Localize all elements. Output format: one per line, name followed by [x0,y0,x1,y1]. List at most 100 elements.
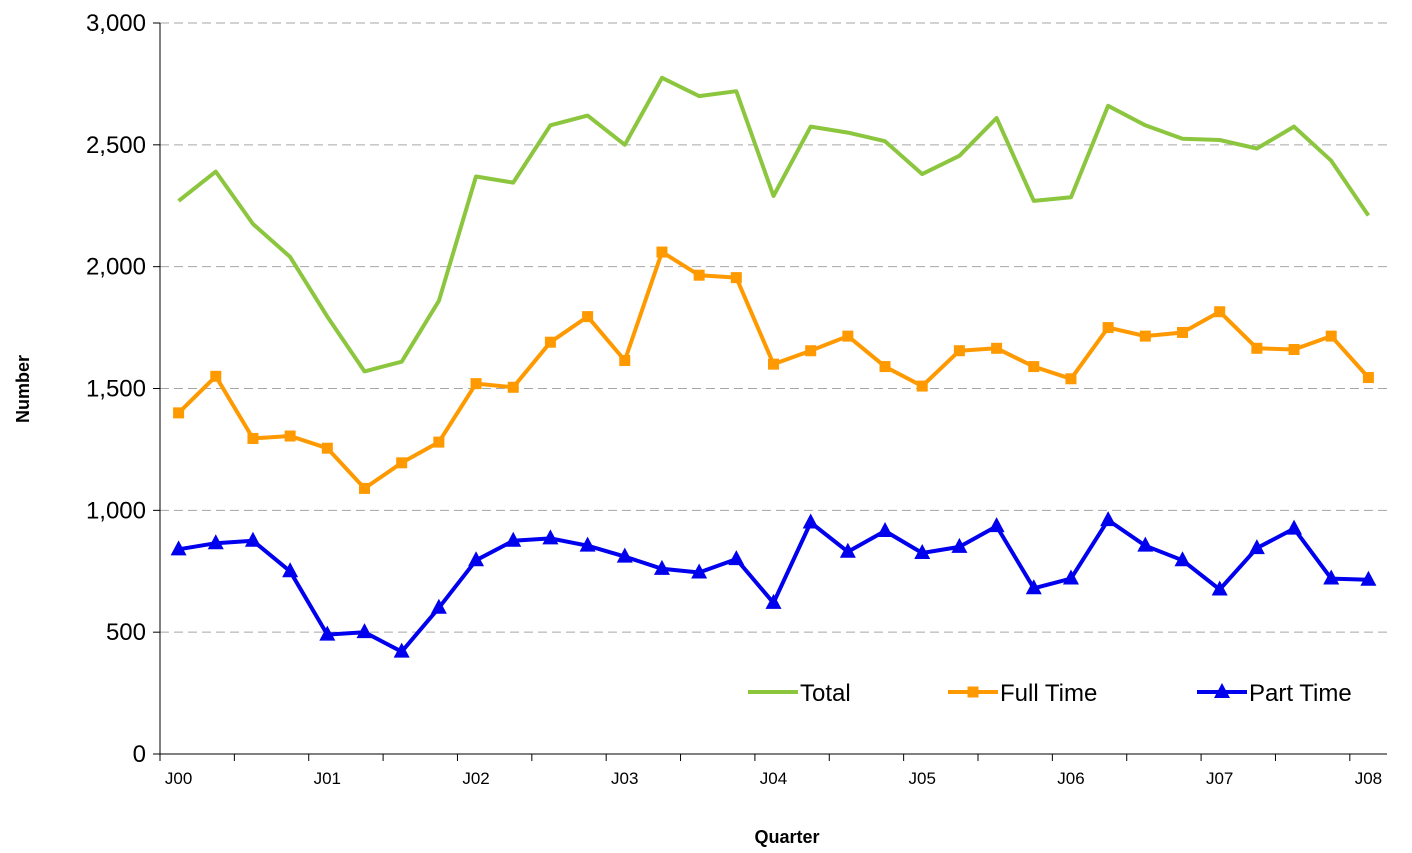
full-time-point [879,361,891,373]
full-time-point [359,482,370,494]
part-time-point [1025,579,1042,595]
full-time-point [470,378,482,390]
x-axis-title: Quarter [754,827,819,847]
series-total [177,75,1371,374]
x-tick-label: J00 [165,769,192,788]
full-time-point [396,457,408,469]
y-tick-label: 3,000 [86,10,146,37]
part-time-point [691,563,708,579]
full-time-point [656,246,668,258]
part-time-point [579,536,596,552]
full-time-point [1065,373,1077,385]
full-time-point [1102,322,1114,334]
part-time-point [1323,569,1340,585]
part-time-point [914,543,931,559]
part-time-point [505,531,522,547]
part-time-point [877,522,894,538]
part-time-point [244,531,261,547]
part-time-point [951,537,968,553]
full-time-point [582,311,594,323]
part-time-point [207,534,224,550]
full-time-point [544,336,556,348]
part-time-point [319,625,336,641]
y-tick-label: 500 [106,619,146,646]
x-axis-tick-labels: J00 J01 J02 J03 J04 J05 J06 J07 J08 [165,769,1382,788]
full-time-line [177,250,1370,491]
legend-label: Total [800,680,851,707]
full-time-point [693,269,705,281]
part-time-point [1360,570,1377,586]
full-time-point [953,345,965,357]
full-time-point [1251,342,1263,354]
series-group [170,75,1377,658]
part-time-point [170,540,187,556]
series-full-time [173,246,1374,494]
y-tick-label: 2,500 [86,132,146,159]
part-time-point [1248,539,1265,555]
y-tick-label: 0 [133,741,146,768]
part-time-point [542,529,559,545]
legend-item-total: Total [748,680,851,707]
full-time-point [507,381,519,393]
part-time-point [653,559,670,575]
legend-item-full-time: Full Time [948,680,1097,707]
full-time-point [321,442,333,454]
legend: Total Full Time Part Time [748,680,1352,707]
part-time-point [1286,519,1303,535]
full-time-point [805,345,817,357]
total-line [177,75,1371,374]
part-time-point [616,547,633,563]
full-time-point [991,342,1003,354]
full-time-point [284,430,296,442]
full-time-point [433,436,445,448]
y-axis-title: Number [13,355,33,423]
x-tick-label: J02 [462,769,489,788]
x-tick-label: J08 [1355,769,1382,788]
full-time-point [842,330,854,342]
legend-label: Part Time [1249,680,1352,707]
part-time-point [1062,569,1079,585]
y-tick-label: 1,500 [86,376,146,403]
part-time-point [430,598,447,614]
part-time-point [1100,511,1117,527]
full-time-point [247,432,259,444]
part-time-point [728,550,745,566]
full-time-point [768,358,779,370]
legend-marker [967,686,979,698]
full-time-point [1362,372,1374,384]
axes [153,22,1387,761]
part-time-point [839,542,856,558]
part-time-point [1211,580,1228,596]
part-time-point [468,551,485,567]
x-tick-label: J01 [314,769,341,788]
full-time-point [210,370,222,382]
full-time-point [916,380,928,392]
x-tick-label: J05 [909,769,936,788]
part-time-point [802,513,819,529]
part-time-point [765,593,782,609]
full-time-point [619,354,631,366]
x-tick-label: J03 [611,769,638,788]
y-axis-tick-labels: 0 500 1,000 1,500 2,000 2,500 3,000 [86,10,146,768]
part-time-point [1137,536,1154,552]
y-tick-label: 1,000 [86,497,146,524]
legend-label: Full Time [1000,680,1097,707]
x-tick-label: J06 [1057,769,1084,788]
x-tick-label: J07 [1206,769,1233,788]
full-time-point [730,272,742,284]
part-time-point [282,562,299,578]
series-part-time [170,511,1377,658]
full-time-point [1028,361,1040,373]
part-time-point [1174,551,1191,567]
gridlines [160,22,1387,633]
part-time-point [393,642,410,658]
full-time-point [1139,330,1151,342]
full-time-point [1288,344,1300,356]
full-time-point [1325,330,1337,342]
part-time-point [988,517,1005,533]
full-time-point [1177,326,1188,338]
x-tick-label: J04 [760,769,787,788]
full-time-point [1214,306,1226,318]
part-time-point [356,623,373,639]
